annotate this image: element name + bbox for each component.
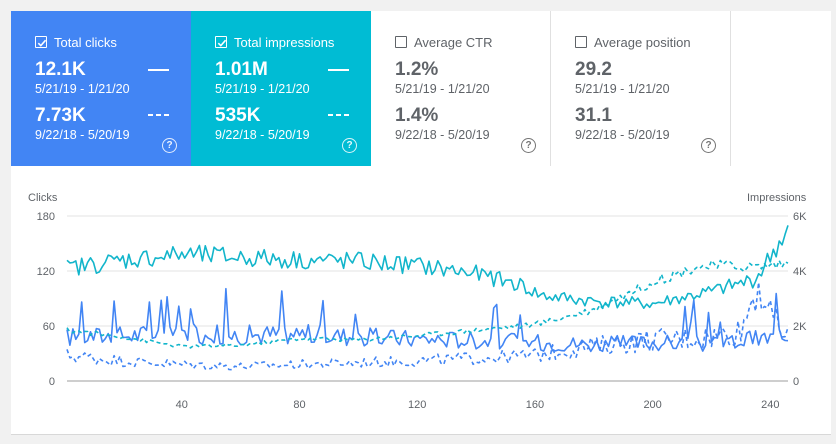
average-position-previous-value: 31.1 (575, 105, 612, 126)
total-impressions-header[interactable]: Total impressions (215, 34, 334, 50)
average-ctr-previous-range: 9/22/18 - 5/20/19 (395, 128, 490, 142)
left-tick-label: 180 (37, 211, 55, 223)
right-tick-label: 2K (793, 321, 807, 333)
right-tick-label: 4K (793, 266, 807, 278)
right-tick-label: 0 (793, 376, 799, 388)
left-tick-label: 60 (43, 321, 55, 333)
performance-card: Total clicks 12.1K 5/21/19 - 1/21/20 7.7… (11, 11, 831, 435)
performance-chart[interactable]: 0 60 120 180 0 2K 4K 6K 40 80 120 160 200 240 (11, 11, 831, 434)
solid-line-legend-icon (328, 69, 349, 71)
left-axis-title: Clicks (28, 192, 58, 204)
average-ctr-previous-value: 1.4% (395, 105, 439, 126)
total-clicks-current-value: 12.1K (35, 59, 86, 80)
average-ctr-checkbox[interactable] (395, 36, 407, 48)
x-tick-label: 40 (176, 399, 188, 411)
x-tick-label: 80 (293, 399, 305, 411)
average-ctr-current-value: 1.2% (395, 59, 439, 80)
left-tick-label: 120 (37, 266, 55, 278)
total-clicks-tile[interactable]: Total clicks 12.1K 5/21/19 - 1/21/20 7.7… (11, 11, 191, 166)
x-tick-label: 240 (761, 399, 779, 411)
total-impressions-previous-value: 535K (215, 105, 261, 126)
average-ctr-current-range: 5/21/19 - 1/21/20 (395, 82, 490, 96)
series-line (66, 259, 789, 349)
help-icon[interactable]: ? (701, 138, 716, 153)
x-tick-label: 120 (408, 399, 426, 411)
check-icon (217, 39, 227, 47)
help-icon[interactable]: ? (162, 138, 177, 153)
right-tick-label: 6K (793, 211, 807, 223)
x-tick-label: 160 (526, 399, 544, 411)
average-position-tile[interactable]: Average position 29.2 5/21/19 - 1/21/20 … (551, 11, 731, 166)
total-impressions-checkbox[interactable] (215, 36, 227, 48)
x-tick-label: 200 (643, 399, 661, 411)
total-impressions-label: Total impressions (234, 34, 335, 50)
average-position-current-value: 29.2 (575, 59, 612, 80)
total-impressions-current-range: 5/21/19 - 1/21/20 (215, 82, 310, 96)
total-clicks-label: Total clicks (54, 34, 117, 50)
total-impressions-current-value: 1.01M (215, 59, 268, 80)
check-icon (37, 39, 47, 47)
total-impressions-tile[interactable]: Total impressions 1.01M 5/21/19 - 1/21/2… (191, 11, 371, 166)
help-icon[interactable]: ? (521, 138, 536, 153)
average-position-label: Average position (594, 34, 691, 50)
total-clicks-checkbox[interactable] (35, 36, 47, 48)
right-axis-title: Impressions (747, 192, 807, 204)
average-ctr-tile[interactable]: Average CTR 1.2% 5/21/19 - 1/21/20 1.4% … (371, 11, 551, 166)
average-position-header[interactable]: Average position (575, 34, 691, 50)
average-ctr-header[interactable]: Average CTR (395, 34, 493, 50)
total-clicks-previous-range: 9/22/18 - 5/20/19 (35, 128, 130, 142)
dashed-line-legend-icon (328, 114, 349, 116)
series-line (66, 287, 789, 353)
dashed-line-legend-icon (148, 114, 169, 116)
series-line (66, 281, 789, 371)
average-position-current-range: 5/21/19 - 1/21/20 (575, 82, 670, 96)
average-position-previous-range: 9/22/18 - 5/20/19 (575, 128, 670, 142)
help-icon[interactable]: ? (342, 138, 357, 153)
solid-line-legend-icon (148, 69, 169, 71)
average-ctr-label: Average CTR (414, 34, 493, 50)
total-clicks-previous-value: 7.73K (35, 105, 86, 126)
series-line (66, 225, 789, 309)
total-clicks-header[interactable]: Total clicks (35, 34, 117, 50)
total-impressions-previous-range: 9/22/18 - 5/20/19 (215, 128, 310, 142)
left-tick-label: 0 (49, 376, 55, 388)
total-clicks-current-range: 5/21/19 - 1/21/20 (35, 82, 130, 96)
average-position-checkbox[interactable] (575, 36, 587, 48)
